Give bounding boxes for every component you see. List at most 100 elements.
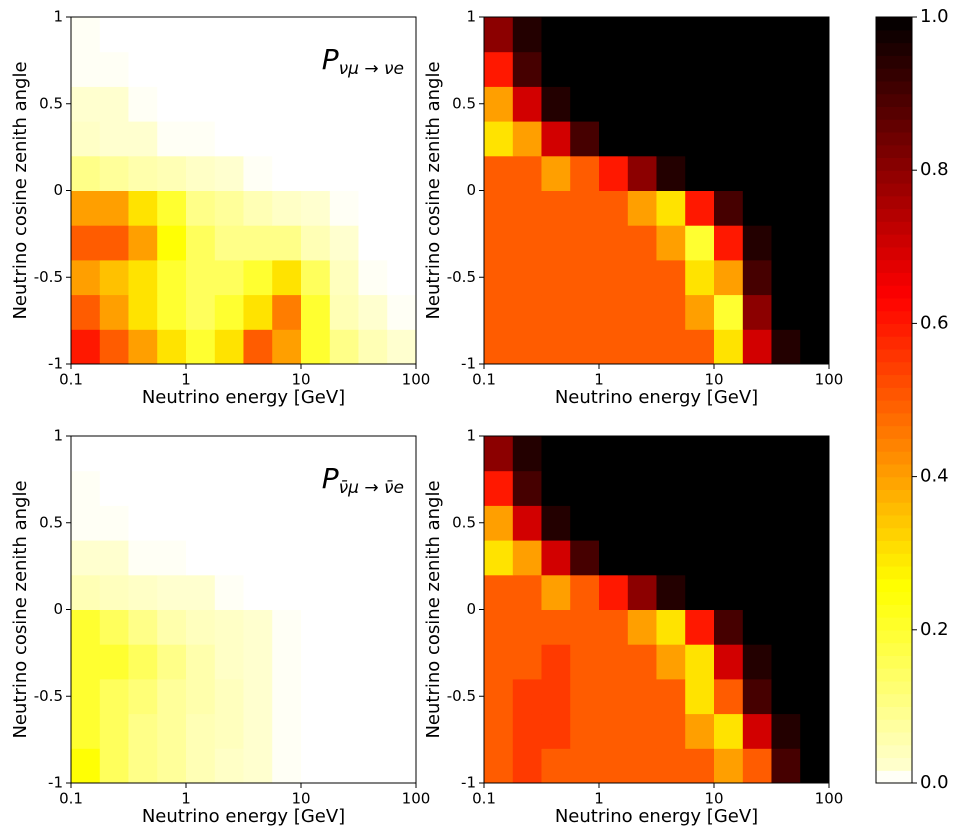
- x-tick-label: 10: [291, 790, 310, 808]
- heatmap-cell: [656, 17, 686, 53]
- heatmap-cell: [272, 225, 302, 261]
- heatmap-cell: [512, 644, 542, 680]
- heatmap-cell: [243, 155, 273, 191]
- heatmap-cell: [243, 329, 273, 365]
- heatmap-cell: [387, 17, 417, 53]
- colorbar-swatch: [876, 221, 912, 235]
- heatmap-cell: [272, 470, 302, 506]
- colorbar-swatch: [876, 680, 912, 695]
- heatmap-cell: [329, 190, 359, 226]
- heatmap-cell: [214, 713, 244, 749]
- heatmap-cell: [243, 678, 273, 715]
- heatmap-cell: [186, 51, 216, 87]
- heatmap-cell: [358, 86, 388, 122]
- colorbar-swatch: [876, 208, 912, 222]
- heatmap-cell: [599, 155, 629, 191]
- heatmap-cell: [99, 225, 129, 261]
- heatmap-cell: [627, 259, 657, 296]
- heatmap-cell: [714, 259, 744, 296]
- heatmap-cell: [329, 51, 359, 87]
- heatmap-cell: [512, 225, 542, 261]
- y-axis-label: Neutrino cosine zenith angle: [423, 480, 444, 738]
- colorbar-swatch: [876, 642, 912, 656]
- heatmap-cell: [157, 259, 187, 296]
- heatmap-cell: [599, 190, 629, 226]
- heatmap-cell: [157, 574, 187, 610]
- heatmap-cell: [214, 155, 244, 191]
- heatmap-cell: [329, 436, 359, 472]
- heatmap-cell: [214, 540, 244, 576]
- heatmap-cell: [742, 540, 772, 576]
- heatmap-cell: [387, 748, 417, 784]
- heatmap-cell: [71, 259, 101, 296]
- x-axis-label: Neutrino energy [GeV]: [142, 387, 345, 408]
- heatmap-cell: [627, 609, 657, 645]
- heatmap-cell: [656, 470, 686, 506]
- heatmap-cell: [214, 505, 244, 541]
- heatmap-cell: [243, 17, 273, 53]
- heatmap-cell: [714, 190, 744, 226]
- heatmap-cell: [570, 121, 600, 157]
- heatmap-cell: [71, 190, 101, 226]
- heatmap-cell: [714, 644, 744, 680]
- heatmap-cell: [512, 329, 542, 365]
- heatmap-cell: [512, 51, 542, 87]
- heatmap-cell: [599, 574, 629, 610]
- heatmap-cell: [128, 17, 158, 53]
- heatmap-cell: [714, 609, 744, 645]
- heatmap-cell: [214, 748, 244, 784]
- heatmap-cell: [570, 51, 600, 87]
- heatmap-cell: [272, 121, 302, 157]
- heatmap-cell: [771, 17, 801, 53]
- heatmap-cell: [157, 678, 187, 715]
- heatmap-cell: [685, 17, 715, 53]
- heatmap-cell: [484, 155, 514, 191]
- heatmap-cell: [214, 225, 244, 261]
- heatmap-cell: [656, 678, 686, 715]
- heatmap-cell: [329, 678, 359, 715]
- heatmap-cell: [272, 155, 302, 191]
- heatmap-cell: [272, 644, 302, 680]
- colorbar-swatch: [876, 234, 912, 248]
- heatmap-cell: [800, 329, 830, 365]
- colorbar-swatch: [876, 706, 912, 720]
- heatmap-cell: [214, 644, 244, 680]
- y-tick-label: 0: [466, 181, 476, 199]
- heatmap-cell: [484, 17, 514, 53]
- heatmap-cell: [99, 86, 129, 122]
- heatmap-cell: [128, 644, 158, 680]
- heatmap-cell: [484, 436, 514, 472]
- heatmap-cell: [186, 748, 216, 784]
- heatmap-cell: [329, 294, 359, 330]
- heatmap-cell: [484, 574, 514, 610]
- heatmap-cell: [243, 86, 273, 122]
- heatmap-cell: [272, 678, 302, 715]
- y-tick-label: 0: [53, 600, 63, 618]
- heatmap-cell: [214, 259, 244, 296]
- heatmap-cell: [512, 190, 542, 226]
- heatmap-cell: [800, 470, 830, 506]
- heatmap-cell: [541, 609, 571, 645]
- heatmap-cell: [484, 470, 514, 506]
- colorbar-swatch: [876, 463, 912, 478]
- heatmap-cell: [99, 259, 129, 296]
- heatmap-cell: [800, 155, 830, 191]
- heatmap-cell: [329, 155, 359, 191]
- heatmap-cell: [99, 329, 129, 365]
- heatmap-cell: [742, 155, 772, 191]
- colorbar-swatch: [876, 272, 912, 286]
- heatmap-cell: [99, 748, 129, 784]
- heatmap-cell: [714, 436, 744, 472]
- colorbar-swatch: [876, 425, 912, 439]
- heatmap-cell: [771, 713, 801, 749]
- heatmap-cell: [301, 609, 331, 645]
- heatmap-cell: [742, 713, 772, 749]
- x-tick-label: 1: [181, 790, 191, 808]
- colorbar-tick-label: 0.0: [920, 772, 949, 793]
- heatmap-cell: [484, 748, 514, 784]
- heatmap-cell: [387, 155, 417, 191]
- colorbar-swatch: [876, 361, 912, 376]
- heatmap-cell: [387, 540, 417, 576]
- heatmap-cell: [329, 644, 359, 680]
- heatmap-cell: [214, 294, 244, 330]
